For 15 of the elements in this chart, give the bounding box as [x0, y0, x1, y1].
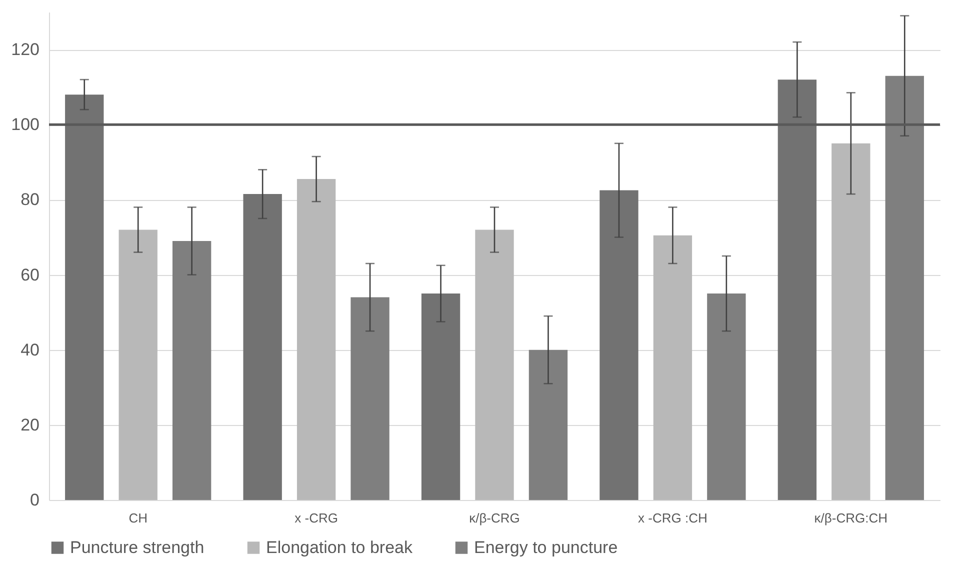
y-tick-label: 80 — [20, 190, 40, 210]
legend-label: Energy to puncture — [474, 538, 618, 557]
y-tick-label: 120 — [11, 40, 40, 60]
x-tick-label: CH — [128, 510, 148, 526]
y-tick-label: 100 — [11, 115, 40, 134]
y-tick-label: 20 — [20, 415, 40, 434]
y-tick-label: 60 — [20, 265, 40, 284]
x-tick-label: κ/β-CRG:CH — [814, 510, 888, 526]
x-tick-label: x -CRG :CH — [638, 510, 708, 526]
x-tick-label: κ/β-CRG — [469, 510, 520, 526]
y-tick-label: 0 — [30, 490, 40, 510]
x-tick-label: x -CRG — [294, 510, 338, 526]
y-tick-label: 40 — [20, 340, 40, 360]
legend-label: Elongation to break — [266, 538, 413, 557]
legend-label: Puncture strength — [70, 538, 204, 557]
